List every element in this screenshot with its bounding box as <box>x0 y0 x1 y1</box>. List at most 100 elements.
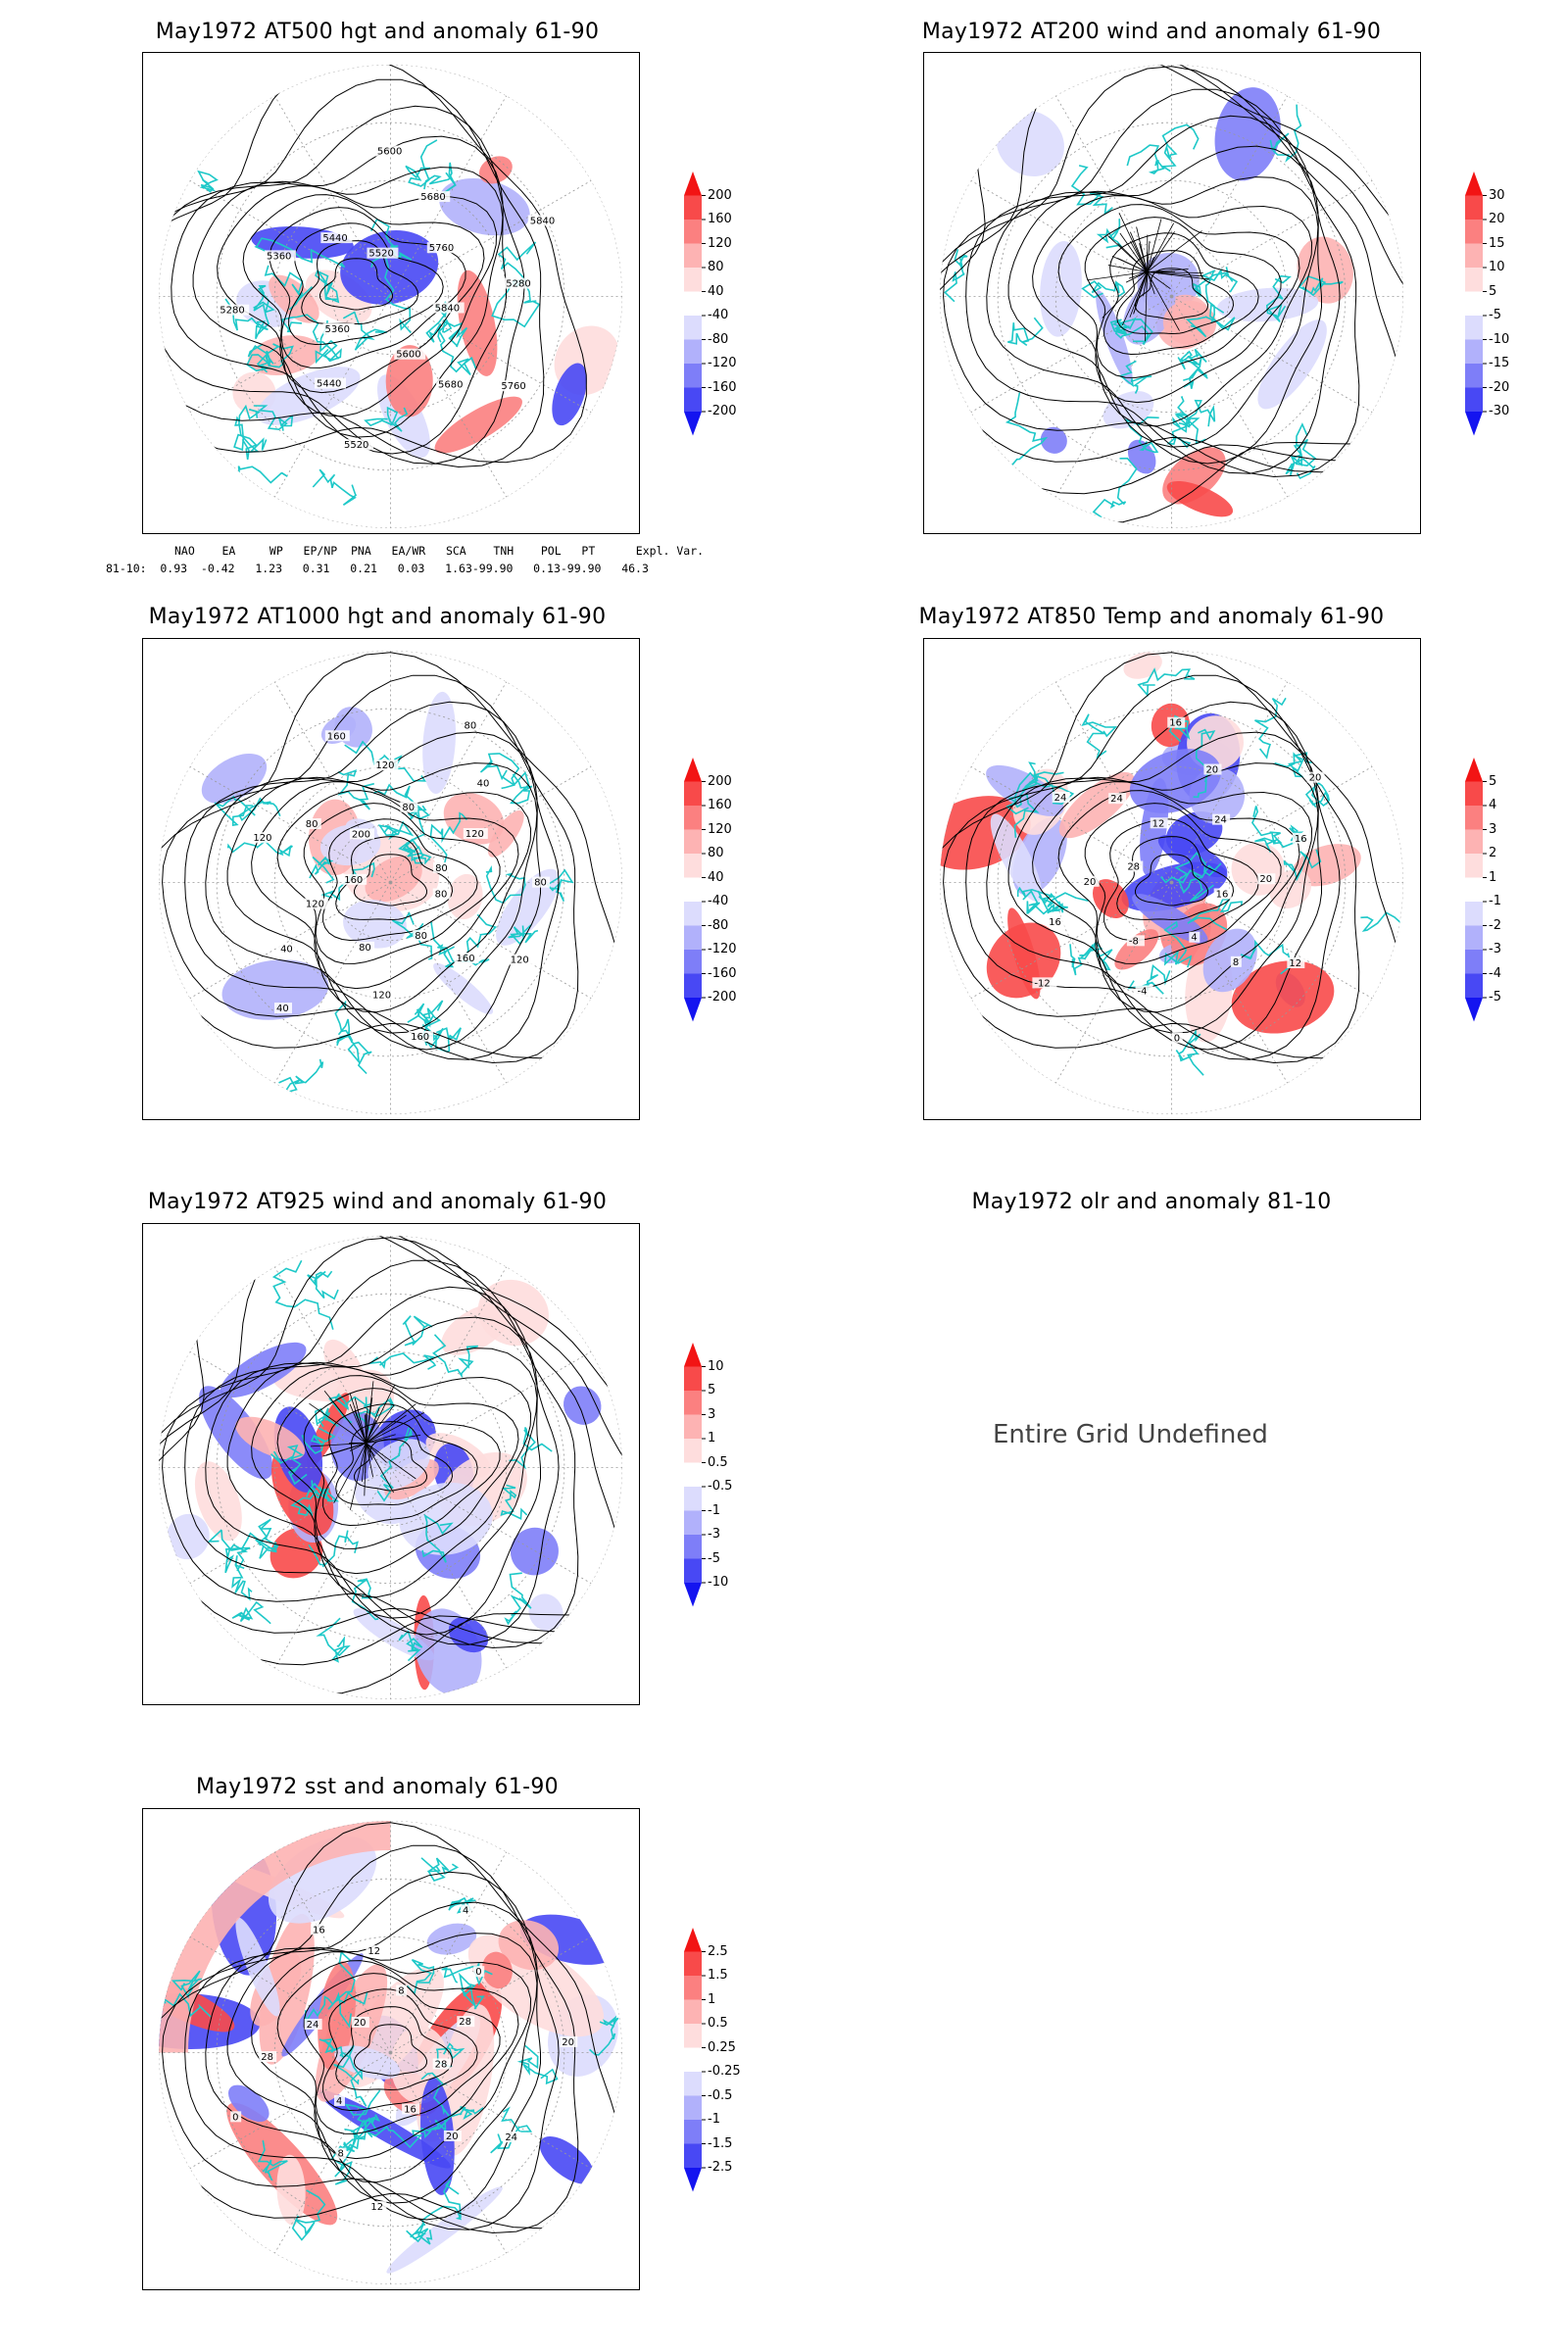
colorbar-segment <box>1465 316 1483 340</box>
contour-label: 80 <box>402 803 415 813</box>
streamline <box>1144 271 1148 342</box>
streamline <box>1102 271 1148 318</box>
colorbar-bottom-arrow <box>684 412 702 436</box>
colorbar-graphic <box>1465 172 1487 436</box>
streamline <box>349 1393 367 1444</box>
colorbar-segment <box>1465 877 1483 902</box>
coastline <box>402 1315 433 1347</box>
streamline <box>1121 271 1148 326</box>
contour-label-bg <box>463 828 488 840</box>
colorbar-segment <box>684 973 702 998</box>
streamline <box>366 1443 373 1460</box>
anomaly-shade <box>235 1917 280 2017</box>
contour-label: 40 <box>477 779 490 790</box>
coastline <box>428 2106 475 2132</box>
panel-title-1000hgt: May1972 AT1000 hgt and anomaly 61-90 <box>148 605 607 629</box>
coastline <box>330 2137 356 2185</box>
indices-row: 81-10: 0.93 -0.42 1.23 0.31 0.21 0.03 1.… <box>106 562 649 575</box>
map-panel-925wind <box>142 1223 640 1705</box>
colorbar-segment <box>684 925 702 950</box>
colorbar-label: -40 <box>708 894 729 908</box>
map-850temp: 16 12 8 4 0 -4 -8 -12 16 20 28 24 24 12 16 20 24 20 16 20 <box>940 651 1403 1114</box>
colorbar-segment <box>684 2143 702 2168</box>
coastline <box>278 1058 324 1095</box>
colorbar-label: -20 <box>1489 379 1510 395</box>
streamline <box>1130 241 1148 272</box>
coastline <box>253 405 294 431</box>
contour-label-bg <box>1203 763 1222 775</box>
contour-label: 80 <box>415 931 427 942</box>
anomaly-shade <box>1127 439 1156 474</box>
contour-line <box>205 1901 541 2221</box>
contour-label-bg <box>462 719 480 731</box>
colorbar-label: -0.25 <box>708 2064 741 2079</box>
contour-label-bg <box>532 876 551 888</box>
colorbar-top-arrow <box>684 1928 702 1952</box>
colorbar-label: 120 <box>708 821 732 837</box>
coastline <box>271 1259 334 1330</box>
coastline <box>1254 697 1287 760</box>
coastline <box>398 838 432 865</box>
contour-label: 20 <box>1259 874 1272 885</box>
anomaly-shade <box>368 1439 430 1490</box>
colorbar-segment <box>684 243 702 268</box>
coastline <box>406 1958 435 1995</box>
anomaly-shade <box>159 1821 391 2053</box>
coastline <box>1079 941 1113 971</box>
contour-line <box>159 1822 621 2230</box>
coastline <box>1160 123 1200 172</box>
contour-label: 5280 <box>220 306 244 317</box>
anomaly-shade <box>386 2186 503 2274</box>
contour-label-bg <box>508 954 533 965</box>
colorbar-top-arrow <box>1465 172 1483 196</box>
colorbar-label: -160 <box>708 965 737 981</box>
streamline <box>353 1439 428 1492</box>
coastline <box>1298 275 1344 297</box>
contour-label-bg <box>499 380 531 392</box>
streamline <box>1147 271 1154 284</box>
streamline <box>276 1375 519 1575</box>
contour-label-bg <box>368 2201 387 2213</box>
streamline <box>354 1397 367 1444</box>
anomaly-shade <box>528 1593 564 1632</box>
contour-line <box>1007 762 1319 1034</box>
streamline <box>1147 271 1171 289</box>
streamline <box>366 1384 396 1444</box>
coastline <box>479 753 520 790</box>
colorbar-segment <box>684 2120 702 2144</box>
coastline <box>406 2222 433 2245</box>
coastline <box>364 406 409 432</box>
coastline <box>304 1991 352 2029</box>
graticule-circle <box>1112 823 1231 942</box>
contour-label-bg <box>342 873 368 885</box>
contour-label-bg <box>1081 875 1100 887</box>
coastline <box>1005 793 1040 838</box>
coastline <box>461 913 498 966</box>
streamline <box>1103 232 1259 356</box>
colorbar-label: 40 <box>708 869 724 885</box>
coastline <box>334 1000 354 1047</box>
streamline <box>162 1259 579 1649</box>
coastline <box>420 2180 463 2227</box>
anomaly-shade <box>510 1527 559 1576</box>
colorbar-label: -1 <box>708 2112 720 2127</box>
contour-label-bg <box>402 2103 420 2115</box>
contour-label: 80 <box>435 863 448 874</box>
colorbar-label: -1.5 <box>708 2135 733 2151</box>
coastline <box>238 797 281 822</box>
contour-line <box>943 674 1360 1064</box>
colorbar-label: 4 <box>1489 798 1497 812</box>
colorbar-label: 5 <box>1489 773 1497 789</box>
contour-line <box>1032 781 1313 1013</box>
contour-label: 16 <box>1216 889 1229 900</box>
streamline <box>1125 271 1148 283</box>
coastline <box>1126 144 1165 175</box>
contour-line <box>1134 854 1209 906</box>
streamline <box>1119 232 1148 272</box>
coastline <box>405 139 438 187</box>
contour-label-bg <box>369 989 395 1001</box>
colorbar-segment <box>1465 243 1483 268</box>
contour-label-bg <box>278 943 297 955</box>
colorbar-label: 160 <box>708 212 732 226</box>
anomaly-shade <box>399 1482 493 1555</box>
